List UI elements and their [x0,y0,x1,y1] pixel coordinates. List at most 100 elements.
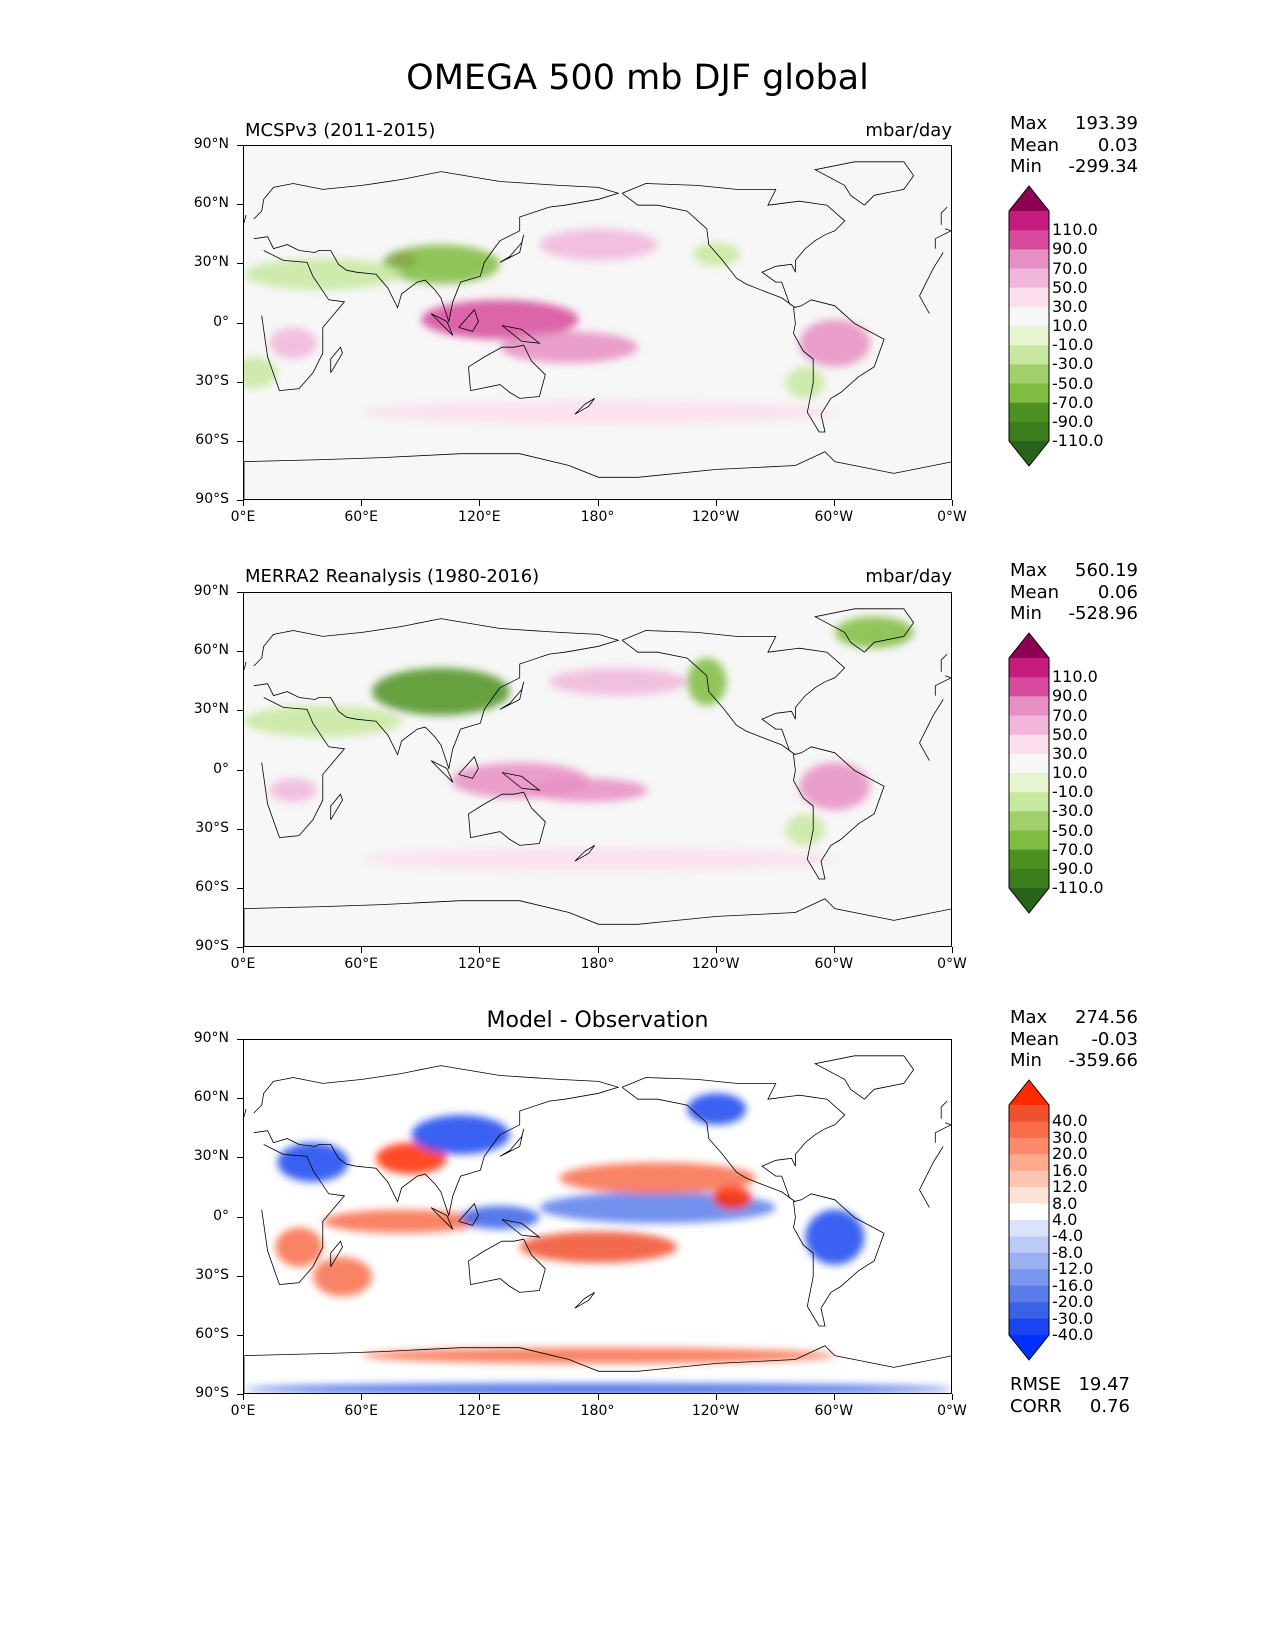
colorbar-tick-label: 50.0 [1052,277,1088,297]
field-anomaly [381,244,500,284]
metric-corr: 0.76 [1089,1395,1130,1417]
lat-tick [237,263,243,265]
colorbar-tick-label: -110.0 [1052,431,1104,450]
stat-label: Max [1010,113,1048,134]
panel1-title: MCSPv3 (2011-2015) [245,120,436,141]
lon-tick-label: 60°E [344,509,378,525]
lon-tick [361,500,363,506]
colorbar-swatch [1009,1105,1049,1122]
colorbar-extend-bottom [1009,441,1049,466]
colorbar-swatch [1009,1302,1049,1320]
colorbar-swatch [1009,326,1049,346]
lat-tick [237,1157,243,1159]
colorbar-tick-label: -4.0 [1052,1226,1084,1246]
colorbar-outline [1008,632,1050,914]
lat-tick-label: 90°S [195,1385,229,1401]
stat-min: -359.66 [1068,1050,1138,1071]
colorbar-extend-top [1009,633,1049,658]
colorbar-swatch [1009,753,1049,774]
lat-tick-label: 90°S [195,491,229,507]
colorbar-tick-label: -10.0 [1052,782,1094,802]
coastline [430,1207,454,1230]
lat-tick [237,1394,243,1395]
colorbar-field-1 [1008,185,1053,467]
metric-rmse: 19.47 [1078,1374,1130,1395]
lon-tick [715,500,717,506]
lat-tick [237,500,243,501]
lat-tick [237,1039,243,1040]
field-anomaly [799,319,871,367]
lon-tick [361,947,363,953]
colorbar-tick-label: 10.0 [1052,316,1088,335]
lon-tick-label: 0°W [937,956,967,972]
field-anomaly [322,1209,481,1234]
colorbar-canvas [1008,1079,1050,1361]
colorbar-tick-label: 70.0 [1052,705,1088,725]
coastline [458,308,479,332]
colorbar-field-2 [1008,632,1053,914]
field-anomaly [834,616,914,649]
field-anomaly [559,1162,757,1194]
coastline [468,1238,546,1293]
figure-title: OMEGA 500 mb DJF global [406,58,869,98]
colorbar-swatch [1009,1121,1049,1139]
colorbar-swatch [1009,230,1049,250]
field-anomaly [372,667,510,716]
colorbar-swatch [1009,345,1049,365]
lat-tick [237,381,243,383]
panel1-stats: Max 193.39 Mean 0.03 Min -299.34 [1010,113,1138,178]
colorbar-tick-label: -50.0 [1052,820,1094,840]
lat-tick-label: 30°S [195,819,229,836]
metric-label: RMSE [1010,1374,1061,1395]
lon-tick-label: 180° [580,956,615,972]
colorbar-swatch [1009,868,1049,889]
colorbar-tick-label: 4.0 [1052,1210,1078,1229]
colorbar-tick-label: -110.0 [1052,878,1104,897]
field-layer [244,616,914,872]
lat-tick [237,1275,243,1277]
lon-tick [597,500,599,506]
colorbar-swatch [1009,1220,1049,1237]
lat-tick-label: 0° [213,1207,229,1224]
colorbar-tick-label: -12.0 [1052,1259,1094,1279]
lon-tick-label: 0°W [937,1403,967,1419]
field-anomaly [362,1347,835,1364]
lat-tick [237,887,243,889]
lon-tick [715,947,717,953]
colorbar-tick-label: 110.0 [1052,220,1098,240]
lat-tick-label: 90°N [193,583,229,599]
lon-tick [833,947,835,953]
colorbar-tick-label: 70.0 [1052,258,1088,278]
colorbar-tick-label: -50.0 [1052,373,1094,393]
stat-label: Min [1010,603,1042,624]
field-anomaly [785,366,825,399]
field-anomaly [275,1227,323,1267]
coastline [813,1055,915,1100]
colorbar-tick-label: -90.0 [1052,411,1094,431]
colorbar-canvas [1008,632,1050,914]
lon-tick [243,947,244,953]
coastline [261,250,944,391]
lat-tick-label: 90°N [193,1030,229,1046]
field-anomaly [313,1257,372,1297]
lon-tick-label: 60°E [344,1403,378,1419]
colorbar-tick-label: -30.0 [1052,1308,1094,1328]
colorbar-swatch [1009,402,1049,423]
colorbar-tick-label: 50.0 [1052,724,1088,744]
colorbar-swatch [1009,792,1049,812]
lat-tick-label: 60°S [195,878,229,895]
colorbar-swatch [1009,773,1049,793]
coastline [244,653,948,672]
stat-label: Mean [1010,581,1060,603]
colorbar-swatch [1009,734,1049,755]
stat-label: Max [1010,560,1048,581]
colorbar-tick-label: 30.0 [1052,1127,1088,1147]
lon-tick [952,947,953,953]
stat-max: 193.39 [1075,113,1138,134]
colorbar-swatch [1009,658,1049,678]
lon-tick-label: 120°W [691,956,740,972]
map-canvas [244,1040,951,1393]
colorbar-tick-label: 20.0 [1052,1144,1088,1164]
colorbar-swatch [1009,715,1049,736]
lat-tick [237,322,243,324]
